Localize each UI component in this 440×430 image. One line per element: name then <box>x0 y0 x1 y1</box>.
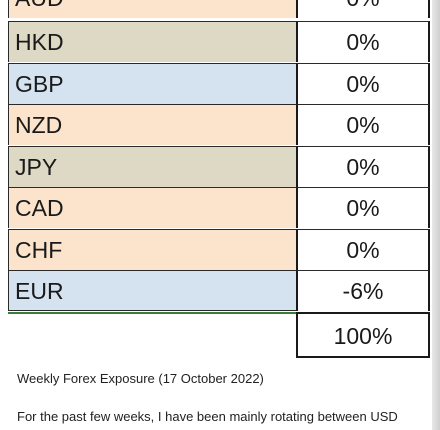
currency-cell: GBP <box>8 63 296 104</box>
table-caption: Weekly Forex Exposure (17 October 2022) <box>17 371 264 386</box>
exposure-cell: 0% <box>296 21 430 62</box>
total-row: 100% <box>8 312 440 358</box>
table-row: AUD 0% <box>8 0 440 18</box>
exposure-cell: 0% <box>296 187 430 228</box>
exposure-cell: 0% <box>296 229 430 270</box>
currency-cell: EUR <box>8 270 296 311</box>
table-row: CAD 0% <box>8 187 440 228</box>
currency-cell: NZD <box>8 104 296 145</box>
currency-cell: CAD <box>8 187 296 228</box>
total-spacer <box>8 312 296 358</box>
page-edge-shadow <box>432 0 440 430</box>
currency-cell: JPY <box>8 146 296 187</box>
body-paragraph: For the past few weeks, I have been main… <box>17 409 398 424</box>
currency-cell: HKD <box>8 21 296 62</box>
exposure-cell: 0% <box>296 63 430 104</box>
currency-cell: AUD <box>8 0 296 18</box>
currency-cell: CHF <box>8 229 296 270</box>
table-row: JPY 0% <box>8 146 440 187</box>
table-row: GBP 0% <box>8 63 440 104</box>
total-cell: 100% <box>296 312 430 358</box>
table-row: CHF 0% <box>8 229 440 270</box>
table-row: NZD 0% <box>8 104 440 145</box>
table-row: EUR -6% <box>8 270 440 311</box>
exposure-cell: 0% <box>296 0 430 18</box>
exposure-cell: 0% <box>296 104 430 145</box>
exposure-cell: -6% <box>296 270 430 311</box>
exposure-cell: 0% <box>296 146 430 187</box>
table-row: HKD 0% <box>8 21 440 62</box>
